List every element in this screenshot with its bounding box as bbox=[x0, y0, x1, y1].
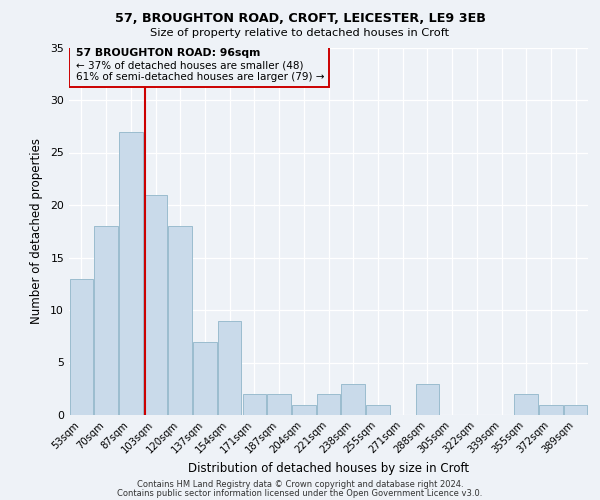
Bar bbox=[94, 226, 118, 415]
X-axis label: Distribution of detached houses by size in Croft: Distribution of detached houses by size … bbox=[188, 462, 469, 475]
Bar bbox=[292, 404, 316, 415]
Bar bbox=[70, 46, 329, 88]
Text: 57, BROUGHTON ROAD, CROFT, LEICESTER, LE9 3EB: 57, BROUGHTON ROAD, CROFT, LEICESTER, LE… bbox=[115, 12, 485, 26]
Bar bbox=[119, 132, 143, 415]
Bar bbox=[193, 342, 217, 415]
Bar bbox=[242, 394, 266, 415]
Y-axis label: Number of detached properties: Number of detached properties bbox=[31, 138, 43, 324]
Bar bbox=[416, 384, 439, 415]
Bar bbox=[268, 394, 291, 415]
Text: 57 BROUGHTON ROAD: 96sqm: 57 BROUGHTON ROAD: 96sqm bbox=[76, 48, 261, 58]
Bar bbox=[514, 394, 538, 415]
Bar bbox=[70, 278, 93, 415]
Text: Contains public sector information licensed under the Open Government Licence v3: Contains public sector information licen… bbox=[118, 489, 482, 498]
Bar bbox=[144, 194, 167, 415]
Text: Contains HM Land Registry data © Crown copyright and database right 2024.: Contains HM Land Registry data © Crown c… bbox=[137, 480, 463, 489]
Bar bbox=[218, 320, 241, 415]
Text: ← 37% of detached houses are smaller (48): ← 37% of detached houses are smaller (48… bbox=[76, 60, 304, 70]
Text: Size of property relative to detached houses in Croft: Size of property relative to detached ho… bbox=[151, 28, 449, 38]
Bar bbox=[564, 404, 587, 415]
Bar bbox=[366, 404, 389, 415]
Bar bbox=[539, 404, 563, 415]
Text: 61% of semi-detached houses are larger (79) →: 61% of semi-detached houses are larger (… bbox=[76, 72, 325, 82]
Bar bbox=[317, 394, 340, 415]
Bar bbox=[341, 384, 365, 415]
Bar bbox=[169, 226, 192, 415]
